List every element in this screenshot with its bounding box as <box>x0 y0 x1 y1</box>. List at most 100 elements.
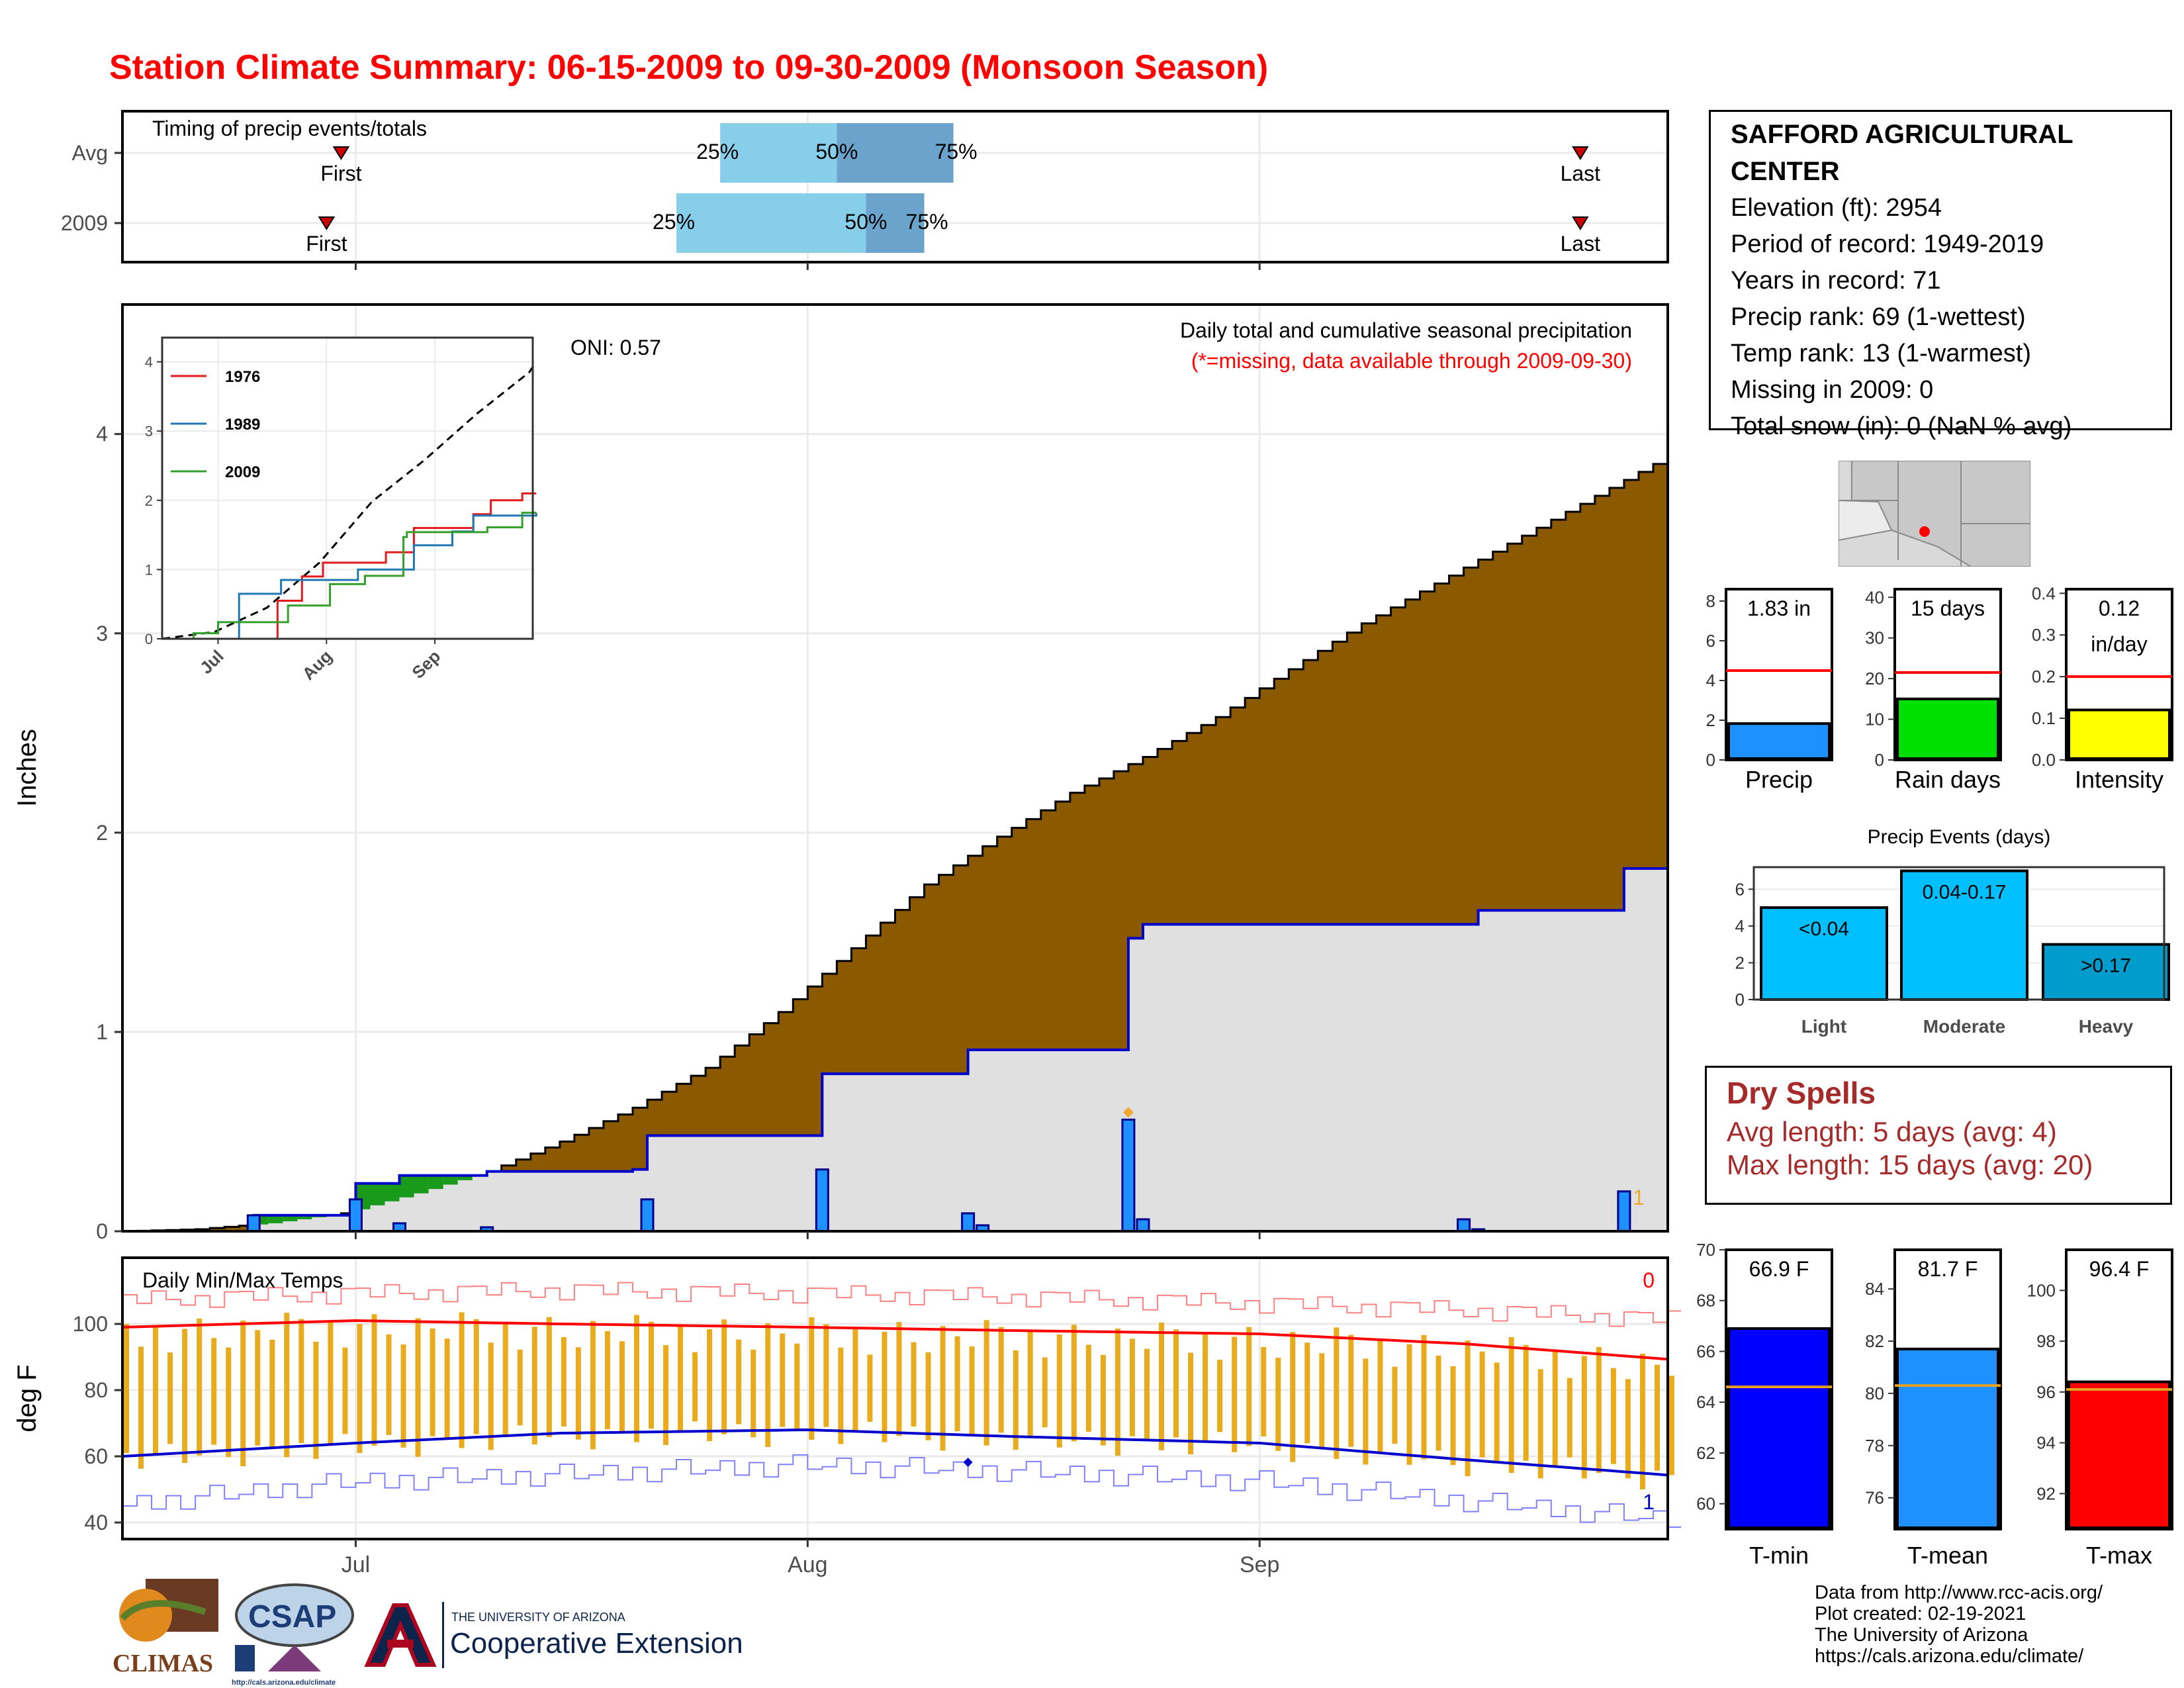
above-average-area <box>457 1175 473 1180</box>
page-title: Station Climate Summary: 06-15-2009 to 0… <box>109 48 1269 87</box>
precip-y-tick-label: 0 <box>96 1219 108 1243</box>
daily-temp-bar <box>1363 1358 1369 1465</box>
timing-bar-lower <box>720 123 837 183</box>
daily-temp-bar <box>1144 1348 1150 1440</box>
temp-chart-title: Daily Min/Max Temps <box>142 1268 343 1292</box>
daily-temp-bar <box>546 1317 552 1438</box>
timing-marker <box>1572 146 1589 160</box>
inset-y-tick-label: 4 <box>145 354 153 371</box>
max-precip-marker <box>1122 1107 1134 1118</box>
footer-line: Plot created: 02-19-2021 <box>1815 1603 2026 1624</box>
timing-marker-label: Last <box>1561 232 1601 256</box>
daily-precip-bar <box>961 1212 976 1233</box>
daily-temp-bar <box>342 1347 348 1434</box>
daily-precip-bar <box>246 1214 261 1233</box>
station-line: Years in record: 71 <box>1731 267 1941 295</box>
precip-total-tick-label: 8 <box>1706 591 1715 611</box>
daily-temp-bar <box>444 1338 450 1439</box>
daily-temp-bar <box>1275 1358 1281 1451</box>
precip-total-value-label: 1.83 in <box>1747 596 1811 620</box>
above-average-area <box>297 1215 312 1219</box>
station-line: Total snow (in): 0 (NaN % avg) <box>1731 412 2072 440</box>
dry-spells-max: Max length: 15 days (avg: 20) <box>1727 1149 2093 1180</box>
daily-precip-bar <box>640 1198 655 1233</box>
oni-label: ONI: 0.57 <box>570 336 661 359</box>
footer-credits: Data from http://www.rcc-acis.org/Plot c… <box>1815 1582 2103 1667</box>
daily-temp-bar <box>1537 1369 1543 1479</box>
precip-chart-title: Daily total and cumulative seasonal prec… <box>1180 318 1632 342</box>
daily-precip-bar <box>348 1198 363 1233</box>
daily-temp-bar <box>780 1333 786 1427</box>
daily-temp-bar <box>1232 1336 1238 1452</box>
daily-temp-bar <box>1406 1344 1412 1465</box>
above-average-area <box>370 1183 385 1205</box>
daily-temp-bar <box>1042 1357 1048 1428</box>
tmin-category-label: T-min <box>1749 1542 1809 1569</box>
timing-marker <box>1572 216 1589 230</box>
ua-logo <box>364 1603 437 1667</box>
above-average-area <box>428 1175 443 1190</box>
event-bar <box>1900 869 2028 1001</box>
rain-days-tick-label: 40 <box>1865 587 1884 607</box>
daily-temp-bar <box>255 1330 261 1446</box>
precip-y-axis-label: Inches <box>13 729 42 807</box>
daily-temp-bar <box>1261 1347 1267 1436</box>
station-line: Precip rank: 69 (1-wettest) <box>1731 303 2026 331</box>
daily-temp-bar <box>284 1313 290 1458</box>
inset-y-tick-label: 1 <box>145 561 153 578</box>
rain-days-value-label: 15 days <box>1911 596 1985 620</box>
inset-legend-label: 2009 <box>225 463 260 481</box>
daily-precip-bar <box>1457 1218 1471 1233</box>
tmax-tick-label: 100 <box>2027 1280 2056 1300</box>
timing-pct-label: 75% <box>935 140 978 164</box>
inset-series-line <box>162 492 537 640</box>
temp-y-tick-label: 100 <box>73 1312 108 1336</box>
timing-marker <box>332 146 350 160</box>
daily-temp-bar <box>182 1329 188 1463</box>
precip-total-tick-label: 6 <box>1706 631 1715 651</box>
dry-spells-avg: Avg length: 5 days (avg: 4) <box>1727 1116 2057 1147</box>
above-average-area <box>385 1183 400 1201</box>
daily-temp-bar <box>1085 1344 1091 1432</box>
tmean-tick-label: 80 <box>1865 1383 1884 1403</box>
tmin-tick-label: 68 <box>1696 1291 1715 1311</box>
inset-frame <box>161 336 534 640</box>
station-info-box: SAFFORD AGRICULTURAL CENTER Elevation (f… <box>1709 110 2172 440</box>
timing-pct-label: 25% <box>696 140 739 164</box>
daily-temp-bar <box>1056 1334 1062 1448</box>
daily-temp-bar <box>488 1342 494 1450</box>
timing-bar-lower <box>676 193 866 253</box>
timing-marker <box>318 216 336 230</box>
tmax-value-label: 96.4 F <box>2089 1257 2150 1281</box>
daily-temp-bar <box>692 1352 698 1422</box>
precip-total-tick-label: 2 <box>1706 710 1715 730</box>
precip-total-bar <box>1727 722 1831 761</box>
precip-chart-subtitle: (*=missing, data available through 2009-… <box>1191 349 1632 373</box>
daily-temp-bar <box>386 1334 392 1435</box>
daily-temp-bar <box>1290 1332 1296 1462</box>
climas-logo: CLIMAS <box>113 1579 218 1677</box>
tmin-tick-label: 66 <box>1696 1341 1715 1361</box>
daily-temp-bar <box>1319 1353 1325 1448</box>
cumulative-2009-area <box>122 868 1668 1231</box>
daily-temp-bar <box>1392 1366 1398 1444</box>
daily-temp-bar <box>1567 1378 1572 1458</box>
tmin_record-line <box>122 1454 1681 1528</box>
daily-temp-bar <box>124 1324 129 1453</box>
daily-temp-bar <box>473 1319 479 1434</box>
daily-temp-bar <box>954 1336 960 1432</box>
tmax-bar <box>2068 1380 2171 1530</box>
tmax_record-line <box>122 1282 1681 1327</box>
record-low-marker <box>963 1458 973 1467</box>
timing-row-label: 2009 <box>61 211 108 235</box>
csap-label: CSAP <box>248 1599 336 1634</box>
daily-temp-bar <box>1610 1368 1616 1464</box>
tmax-tick-label: 92 <box>2036 1483 2056 1503</box>
temp-y-tick-label: 40 <box>84 1511 108 1534</box>
daily-temp-bar <box>1100 1354 1106 1446</box>
events-frame <box>1752 866 2165 1001</box>
daily-temp-bar <box>167 1352 173 1444</box>
daily-temp-bar <box>925 1352 931 1440</box>
daily-temp-bar <box>1348 1335 1354 1447</box>
daily-precip-bar <box>815 1168 829 1233</box>
